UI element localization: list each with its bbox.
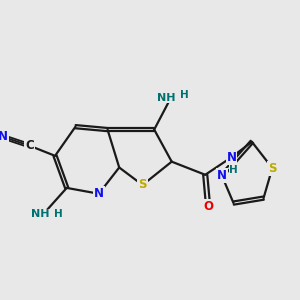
Text: N: N [226,151,236,164]
Text: H: H [180,91,189,100]
Text: O: O [203,200,213,213]
Text: S: S [138,178,147,191]
Text: H: H [54,209,62,219]
Text: H: H [230,164,238,175]
Text: N: N [94,187,104,200]
Text: S: S [268,162,277,175]
Text: C: C [25,139,34,152]
Text: NH: NH [31,209,50,219]
Text: NH: NH [157,92,175,103]
Text: N: N [217,169,227,182]
Text: N: N [0,130,8,143]
